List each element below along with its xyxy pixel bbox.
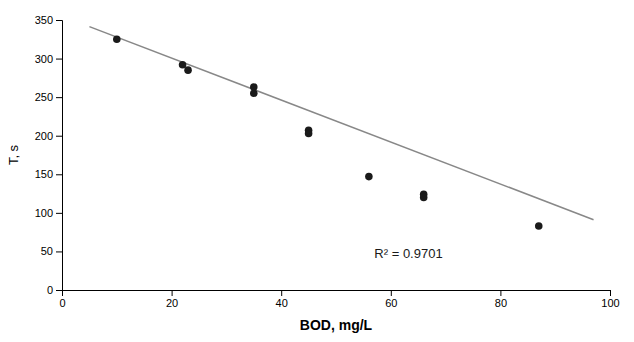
x-tick: 60 [385,290,397,309]
y-tick: 200 [35,130,62,142]
x-tick-label: 20 [166,297,178,309]
y-tick-mark [56,174,62,175]
x-tick: 80 [495,290,507,309]
x-tick-label: 0 [59,297,65,309]
y-tick-mark [56,251,62,252]
annotation: R² = 0.9701 [374,246,442,261]
point [113,36,121,44]
y-tick-mark [56,20,62,21]
x-tick: 100 [601,290,619,309]
y-tick-label: 0 [47,284,53,296]
point [420,194,428,202]
y-tick-mark [56,59,62,60]
x-tick-mark [391,290,392,296]
y-tick-mark [56,290,62,291]
point [305,130,313,138]
point [365,173,373,181]
point [184,66,192,74]
y-tick-label: 350 [35,14,53,26]
x-tick-label: 60 [385,297,397,309]
x-tick-mark [500,290,501,296]
trend-line [89,27,593,220]
point [250,90,258,98]
y-tick-label: 300 [35,53,53,65]
plot: 0 20 40 60 80 100 0 50 100 150 200 250 300 350 R² = 0.… [35,14,620,309]
y-tick-mark [56,136,62,137]
chart: 0 20 40 60 80 100 0 50 100 150 200 250 300 350 R² = 0.… [0,0,634,342]
x-axis-title: BOD, mg/L [300,317,373,333]
y-tick-label: 150 [35,168,53,180]
y-tick: 250 [35,91,62,103]
y-tick-mark [56,213,62,214]
point [535,222,543,230]
y-tick-label: 50 [41,245,53,257]
x-tick: 0 [59,290,65,309]
y-axis-line [56,21,63,291]
x-axis-line [63,291,611,297]
x-tick-mark [610,290,611,296]
x-tick-label: 80 [495,297,507,309]
y-tick: 0 [47,284,62,296]
y-tick-label: 200 [35,130,53,142]
x-tick-mark [172,290,173,296]
y-tick: 300 [35,53,62,65]
y-axis: 0 50 100 150 200 250 300 350 [35,14,63,296]
x-tick-mark [281,290,282,296]
y-tick: 350 [35,14,62,26]
x-tick: 40 [276,290,288,309]
y-tick-label: 250 [35,91,53,103]
x-tick: 20 [166,290,178,309]
point [179,61,187,69]
y-tick-mark [56,97,62,98]
x-tick-label: 100 [601,297,619,309]
marks [89,27,593,230]
y-axis-title: T, s [6,144,21,165]
y-tick: 150 [35,168,62,180]
y-tick-label: 100 [35,207,53,219]
y-tick: 50 [41,245,62,257]
y-tick: 100 [35,207,62,219]
x-tick-label: 40 [276,297,288,309]
x-axis: 0 20 40 60 80 100 [59,290,619,309]
